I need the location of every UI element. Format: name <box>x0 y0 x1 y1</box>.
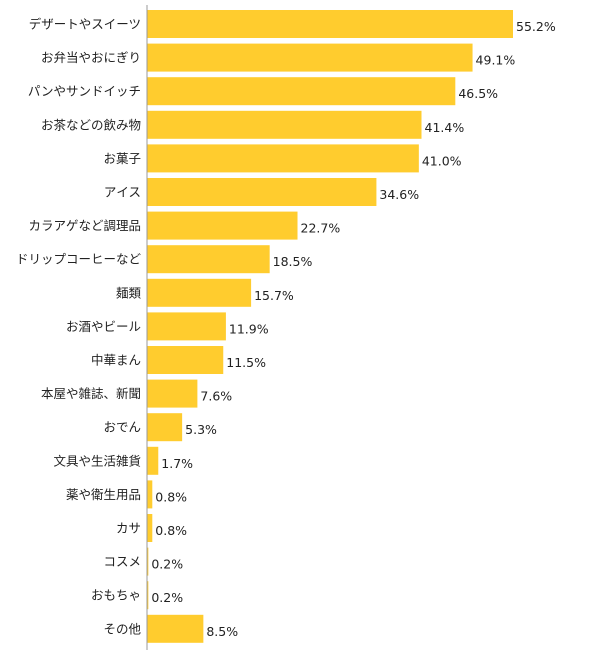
category-label: カサ <box>116 521 141 536</box>
bar <box>147 614 204 643</box>
value-label: 15.7% <box>254 288 294 303</box>
value-label: 41.0% <box>422 153 462 168</box>
category-label: お弁当やおにぎり <box>41 50 141 65</box>
bar <box>147 446 159 475</box>
value-label: 11.9% <box>229 321 269 336</box>
category-label: ドリップコーヒーなど <box>16 252 142 267</box>
value-label: 46.5% <box>458 86 498 101</box>
bar <box>147 77 456 106</box>
value-label: 0.2% <box>151 557 183 572</box>
category-label: アイス <box>104 185 141 200</box>
value-label: 22.7% <box>301 221 341 236</box>
category-label: 中華まん <box>91 353 141 368</box>
bar <box>147 581 149 610</box>
bar <box>147 514 153 542</box>
value-label: 55.2% <box>516 19 556 34</box>
bar <box>147 379 198 408</box>
bar <box>147 312 226 341</box>
value-label: 18.5% <box>273 254 313 269</box>
category-label: お菓子 <box>103 151 141 166</box>
category-label: おもちゃ <box>91 588 141 603</box>
category-label: 麺類 <box>116 285 142 300</box>
bar <box>147 278 252 307</box>
category-label: 薬や衛生用品 <box>66 487 141 502</box>
category-label: お酒やビール <box>66 319 141 334</box>
bar <box>147 178 377 206</box>
bar <box>147 245 270 274</box>
category-label: コスメ <box>103 554 141 569</box>
category-label: お茶などの飲み物 <box>41 117 141 132</box>
value-label: 0.8% <box>155 489 187 504</box>
bar <box>147 547 149 576</box>
category-label: おでん <box>103 420 141 435</box>
category-label: パンやサンドイッチ <box>28 84 141 99</box>
category-label: 文具や生活雑貨 <box>53 453 141 468</box>
value-label: 7.6% <box>200 389 232 404</box>
bar <box>147 43 473 72</box>
value-label: 34.6% <box>379 187 419 202</box>
value-label: 5.3% <box>185 422 217 437</box>
value-label: 1.7% <box>161 456 193 471</box>
category-label: その他 <box>103 621 141 636</box>
value-label: 8.5% <box>206 624 238 639</box>
bar <box>147 480 153 509</box>
bar <box>147 144 419 173</box>
bar <box>147 211 298 240</box>
category-label: デザートやスイーツ <box>29 17 141 32</box>
value-label: 0.2% <box>151 590 183 605</box>
bar <box>147 110 422 139</box>
value-label: 41.4% <box>425 120 465 135</box>
value-label: 0.8% <box>155 523 187 538</box>
category-label: 本屋や雑誌、新聞 <box>41 386 141 401</box>
value-label: 11.5% <box>226 355 266 370</box>
bar <box>147 10 513 38</box>
bars-group: デザートやスイーツ 55.2% お弁当やおにぎり 49.1% パンやサンドイッチ 46.5… <box>16 10 556 643</box>
bar <box>147 413 183 442</box>
bar <box>147 346 224 374</box>
category-label: カラアゲなど調理品 <box>28 218 141 233</box>
value-label: 49.1% <box>476 53 516 68</box>
